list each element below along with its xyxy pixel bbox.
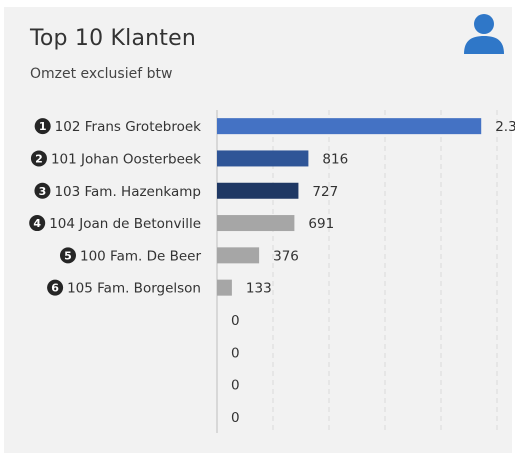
chart-subtitle: Omzet exclusief btw: [30, 66, 173, 82]
rank-number: 4: [33, 217, 41, 230]
category-label: 105 Fam. Borgelson: [67, 281, 201, 297]
user-icon[interactable]: [462, 12, 506, 56]
value-label: 376: [273, 248, 299, 264]
bar[interactable]: [217, 150, 309, 167]
rank-number: 5: [64, 249, 72, 262]
category-label: 102 Frans Grotebroek: [55, 119, 202, 135]
category-label: 100 Fam. De Beer: [80, 248, 201, 264]
value-label: 816: [322, 151, 348, 167]
bar[interactable]: [217, 279, 232, 296]
value-label: 0: [231, 378, 240, 394]
bar[interactable]: [217, 182, 299, 199]
rank-badge: [29, 215, 46, 232]
value-label: 0: [231, 313, 240, 329]
bar[interactable]: [217, 215, 295, 232]
category-label: 101 Johan Oosterbeek: [51, 151, 201, 167]
rank-badge: [34, 118, 51, 135]
bar[interactable]: [217, 118, 482, 135]
rank-badge: [59, 247, 76, 264]
value-label: 691: [308, 216, 334, 232]
rank-number: 3: [39, 185, 47, 198]
category-label: 104 Joan de Betonville: [49, 216, 201, 232]
value-label: 0: [231, 410, 240, 426]
value-label: 727: [312, 184, 338, 200]
rank-badge: [34, 182, 51, 199]
value-label: 133: [246, 281, 272, 297]
chart-title: Top 10 Klanten: [30, 26, 196, 51]
value-label: 2.359: [495, 119, 515, 135]
rank-number: 6: [51, 282, 59, 295]
category-label: 103 Fam. Hazenkamp: [54, 184, 201, 200]
bar[interactable]: [217, 247, 260, 264]
rank-badge: [30, 150, 47, 167]
rank-number: 1: [39, 120, 47, 133]
rank-number: 2: [35, 152, 43, 165]
rank-badge: [47, 279, 64, 296]
value-label: 0: [231, 345, 240, 361]
